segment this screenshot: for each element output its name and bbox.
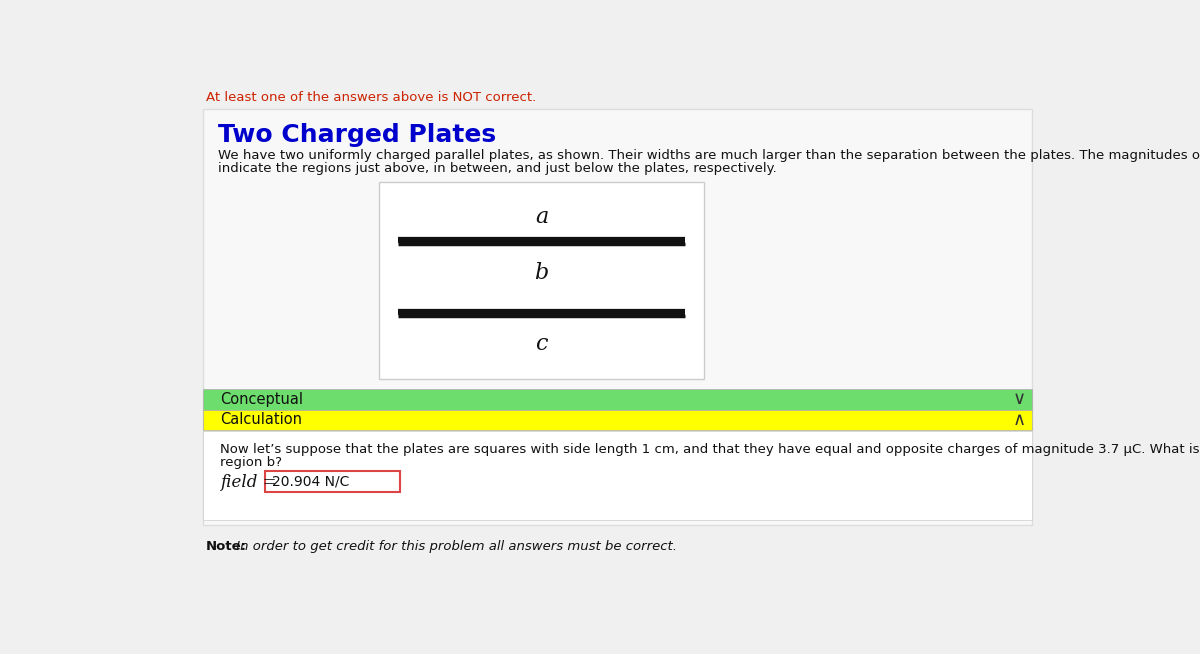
Text: b: b bbox=[534, 262, 548, 284]
Text: ∨: ∨ bbox=[1013, 390, 1026, 408]
Text: Note:: Note: bbox=[206, 540, 247, 553]
Text: ∧: ∧ bbox=[1013, 411, 1026, 429]
Text: At least one of the answers above is NOT correct.: At least one of the answers above is NOT… bbox=[206, 91, 536, 104]
Text: We have two uniformly charged parallel plates, as shown. Their widths are much l: We have two uniformly charged parallel p… bbox=[218, 149, 1200, 162]
Text: a: a bbox=[535, 205, 548, 228]
Text: Now let’s suppose that the plates are squares with side length 1 cm, and that th: Now let’s suppose that the plates are sq… bbox=[220, 443, 1200, 456]
Text: Two Charged Plates: Two Charged Plates bbox=[218, 123, 497, 147]
Text: region b?: region b? bbox=[220, 456, 282, 469]
FancyBboxPatch shape bbox=[203, 109, 1032, 525]
FancyBboxPatch shape bbox=[265, 471, 401, 492]
FancyBboxPatch shape bbox=[203, 409, 1032, 430]
FancyBboxPatch shape bbox=[203, 431, 1032, 520]
Text: indicate the regions just above, in between, and just below the plates, respecti: indicate the regions just above, in betw… bbox=[218, 162, 776, 175]
Text: c: c bbox=[535, 333, 547, 354]
FancyBboxPatch shape bbox=[379, 182, 704, 379]
Text: field =: field = bbox=[220, 474, 276, 491]
Text: 20.904 N/C: 20.904 N/C bbox=[272, 475, 350, 489]
Text: Calculation: Calculation bbox=[220, 413, 301, 428]
Text: Conceptual: Conceptual bbox=[220, 392, 302, 407]
Text: In order to get credit for this problem all answers must be correct.: In order to get credit for this problem … bbox=[232, 540, 677, 553]
FancyBboxPatch shape bbox=[203, 388, 1032, 409]
